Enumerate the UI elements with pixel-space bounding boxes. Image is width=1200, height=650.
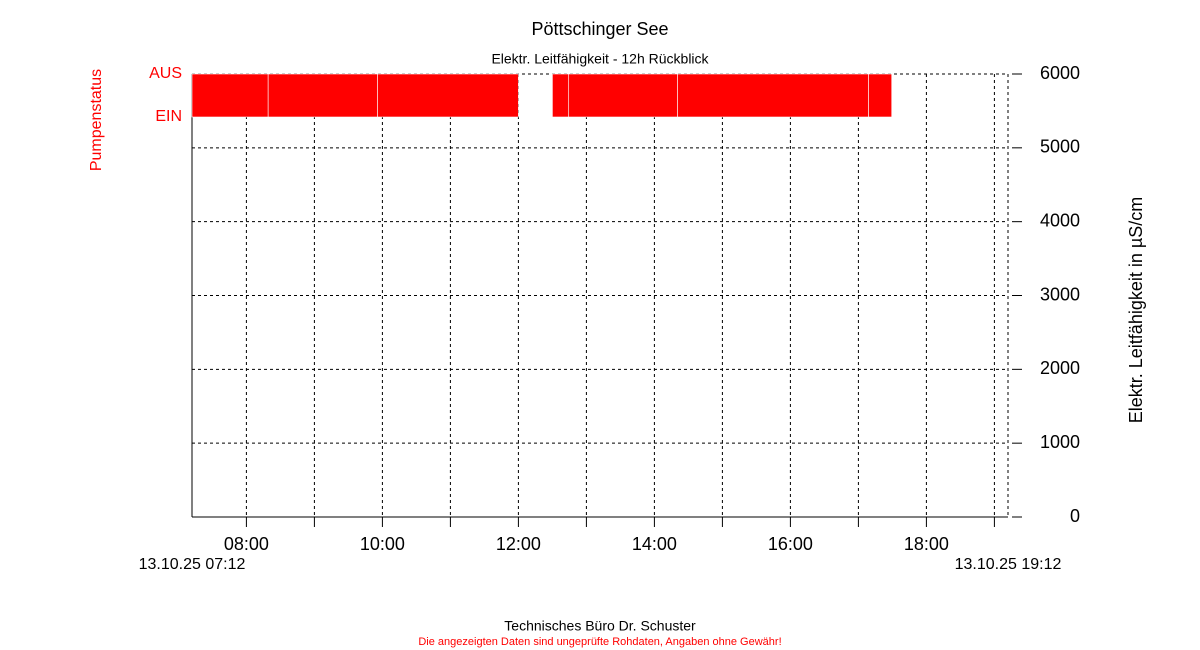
y-tick-label: 2000 bbox=[1040, 358, 1080, 378]
x-tick-label: 08:00 bbox=[224, 534, 269, 554]
x-start-label: 13.10.25 07:12 bbox=[139, 556, 246, 573]
pump-on-bar bbox=[377, 73, 519, 118]
y-tick-label: 3000 bbox=[1040, 284, 1080, 304]
y-tick-label: 6000 bbox=[1040, 63, 1080, 83]
pump-on-bar bbox=[677, 73, 869, 118]
pump-level-label: AUS bbox=[149, 65, 182, 82]
x-tick-label: 16:00 bbox=[768, 534, 813, 554]
pump-on-bar bbox=[552, 73, 570, 118]
pump-on-bar bbox=[568, 73, 678, 118]
x-tick-label: 18:00 bbox=[904, 534, 949, 554]
pump-on-bar bbox=[267, 73, 378, 118]
y-tick-label: 1000 bbox=[1040, 432, 1080, 452]
pump-on-bar bbox=[868, 73, 893, 118]
pump-axis-label: Pumpenstatus bbox=[88, 69, 105, 171]
y-tick-label: 4000 bbox=[1040, 210, 1080, 230]
footer-credit: Technisches Büro Dr. Schuster bbox=[504, 618, 696, 634]
y-tick-label: 5000 bbox=[1040, 137, 1080, 157]
y-tick-label: 0 bbox=[1070, 506, 1080, 526]
x-tick-label: 14:00 bbox=[632, 534, 677, 554]
footer-disclaimer: Die angezeigten Daten sind ungeprüfte Ro… bbox=[418, 636, 781, 648]
chart-title: Pöttschinger See bbox=[531, 19, 668, 39]
pump-level-label: EIN bbox=[155, 108, 182, 125]
chart-subtitle: Elektr. Leitfähigkeit - 12h Rückblick bbox=[491, 51, 709, 67]
x-tick-label: 10:00 bbox=[360, 534, 405, 554]
pump-on-bar bbox=[191, 73, 269, 118]
x-tick-label: 12:00 bbox=[496, 534, 541, 554]
x-end-label: 13.10.25 19:12 bbox=[955, 556, 1062, 573]
y-axis-label: Elektr. Leitfähigkeit in µS/cm bbox=[1126, 197, 1146, 423]
